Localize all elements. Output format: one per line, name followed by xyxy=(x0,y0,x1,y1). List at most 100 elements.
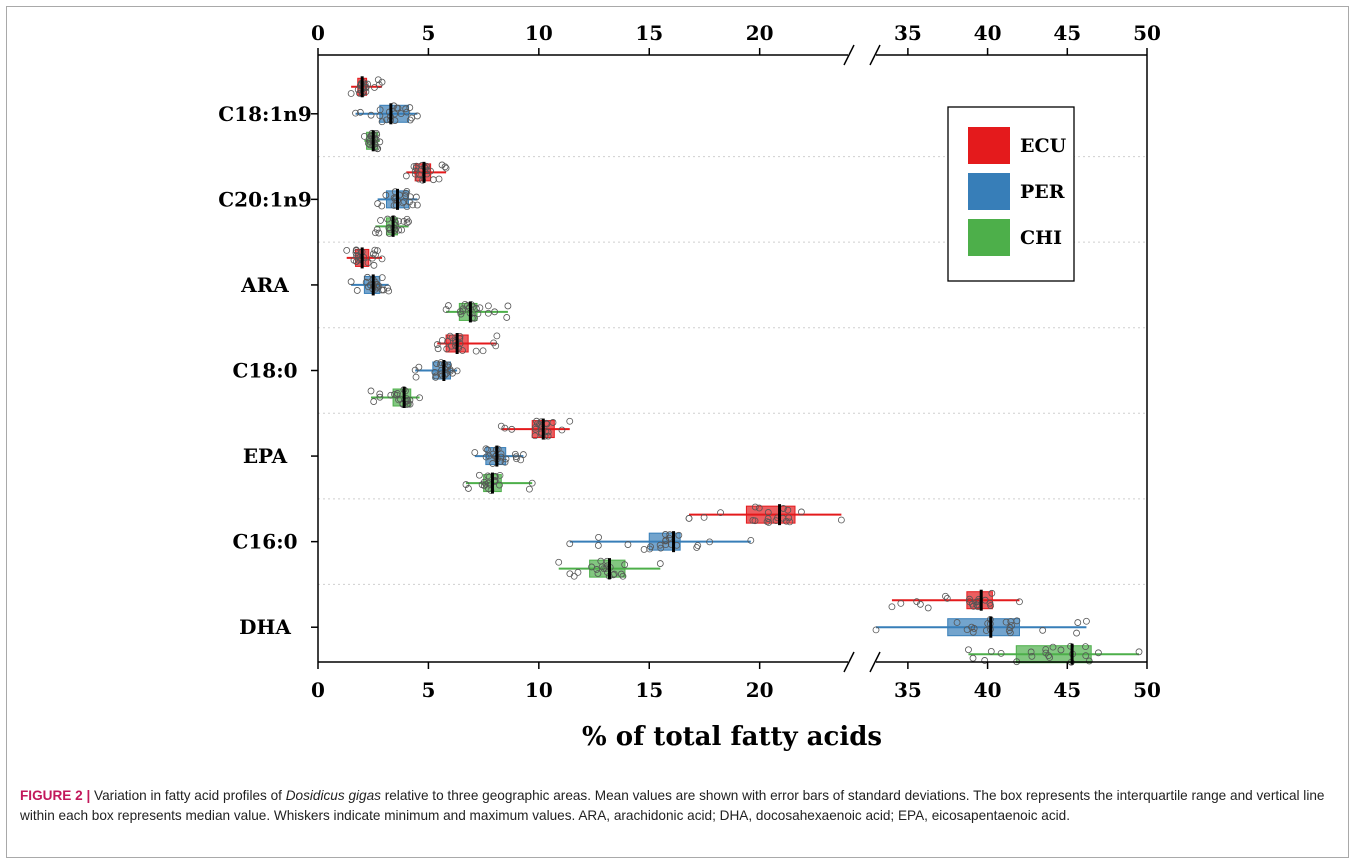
data-point xyxy=(480,478,488,486)
data-point xyxy=(391,390,398,398)
caption-text-2: relative to three geographic areas. Mean… xyxy=(20,788,1325,823)
x-tick-label-bottom: 5 xyxy=(421,678,435,702)
data-point xyxy=(375,229,383,237)
data-point xyxy=(1042,646,1050,653)
data-point xyxy=(1135,648,1143,656)
data-point xyxy=(519,451,527,458)
x-tick-label-top: 15 xyxy=(635,21,663,45)
data-point xyxy=(888,603,896,611)
x-tick-label-top: 5 xyxy=(421,21,435,45)
category-label: C16:0 xyxy=(232,530,297,554)
data-point xyxy=(517,456,525,464)
legend-label: ECU xyxy=(1020,135,1067,157)
data-point xyxy=(410,163,418,170)
data-point xyxy=(473,305,480,312)
caption-text-1: Variation in fatty acid profiles of xyxy=(90,788,286,803)
data-point xyxy=(558,426,566,434)
data-point xyxy=(751,503,759,511)
data-point xyxy=(374,200,382,207)
data-point xyxy=(360,132,368,140)
data-point xyxy=(872,626,880,634)
caption-species: Dosidicus gigas xyxy=(285,788,381,803)
x-tick-label-bottom: 15 xyxy=(635,678,663,702)
data-point xyxy=(969,654,977,662)
data-point xyxy=(943,594,951,602)
data-point xyxy=(1028,652,1036,660)
iqr-box xyxy=(1015,645,1092,664)
data-point xyxy=(402,105,410,113)
data-point xyxy=(916,600,924,608)
x-tick-label-bottom: 35 xyxy=(894,678,922,702)
data-point xyxy=(429,176,437,184)
data-point xyxy=(1073,629,1080,637)
data-point xyxy=(347,278,355,286)
data-point xyxy=(476,304,484,312)
data-point xyxy=(496,481,503,489)
data-point xyxy=(371,246,379,254)
data-point xyxy=(1007,618,1015,625)
data-point xyxy=(412,373,420,381)
data-point xyxy=(1083,617,1090,625)
category-label: C20:1n9 xyxy=(218,187,312,211)
data-point xyxy=(431,368,439,376)
data-point xyxy=(356,108,364,116)
data-point xyxy=(384,284,391,292)
data-point xyxy=(353,287,361,294)
data-point xyxy=(465,485,472,492)
data-point xyxy=(532,423,539,431)
data-point xyxy=(981,657,989,664)
data-point xyxy=(531,432,539,440)
data-point xyxy=(566,570,574,578)
data-point xyxy=(378,255,386,263)
data-point xyxy=(403,203,411,211)
axis-break-mark xyxy=(843,651,855,673)
x-tick-label-bottom: 20 xyxy=(746,678,774,702)
data-point xyxy=(472,347,480,355)
data-point xyxy=(493,332,501,340)
data-point xyxy=(446,332,454,340)
axis-break-mark xyxy=(843,44,855,66)
data-point xyxy=(594,570,602,577)
data-point xyxy=(415,175,423,183)
data-point xyxy=(442,306,450,313)
data-point xyxy=(372,251,379,259)
data-point xyxy=(657,544,665,552)
data-point xyxy=(837,516,845,524)
data-point xyxy=(785,514,793,522)
data-point xyxy=(395,396,402,404)
data-point xyxy=(433,360,440,367)
data-point xyxy=(375,282,383,290)
data-point xyxy=(378,202,386,210)
data-point xyxy=(786,518,794,526)
boxplot-chart: 0 0 5 5 10 10 15 15 20 20 35 35 40 40 45 45 50 50 C18:1n9 C… xyxy=(218,21,1161,752)
data-point xyxy=(403,219,411,227)
data-point xyxy=(566,540,574,548)
x-tick-label-bottom: 45 xyxy=(1053,678,1081,702)
data-point xyxy=(395,226,403,234)
data-point xyxy=(549,419,557,426)
data-point xyxy=(382,191,390,199)
data-point xyxy=(966,598,973,606)
figure-label: FIGURE 2 | xyxy=(20,788,91,803)
legend-swatch xyxy=(968,127,1010,164)
x-tick-label-bottom: 0 xyxy=(311,678,325,702)
category-label: EPA xyxy=(243,444,288,468)
data-point xyxy=(374,76,382,84)
data-point xyxy=(394,390,401,397)
data-point xyxy=(1095,649,1102,657)
data-point xyxy=(380,286,388,294)
data-point xyxy=(484,302,492,310)
data-point xyxy=(374,283,382,291)
data-point xyxy=(416,394,423,402)
data-point xyxy=(1074,619,1082,626)
data-point xyxy=(751,517,759,525)
data-point xyxy=(662,541,670,549)
data-point xyxy=(484,446,491,454)
data-point xyxy=(364,259,372,267)
data-point xyxy=(415,363,423,371)
data-point xyxy=(444,302,452,309)
data-point xyxy=(717,509,724,517)
data-point xyxy=(399,199,407,207)
data-point xyxy=(513,455,520,463)
data-point xyxy=(403,215,411,223)
